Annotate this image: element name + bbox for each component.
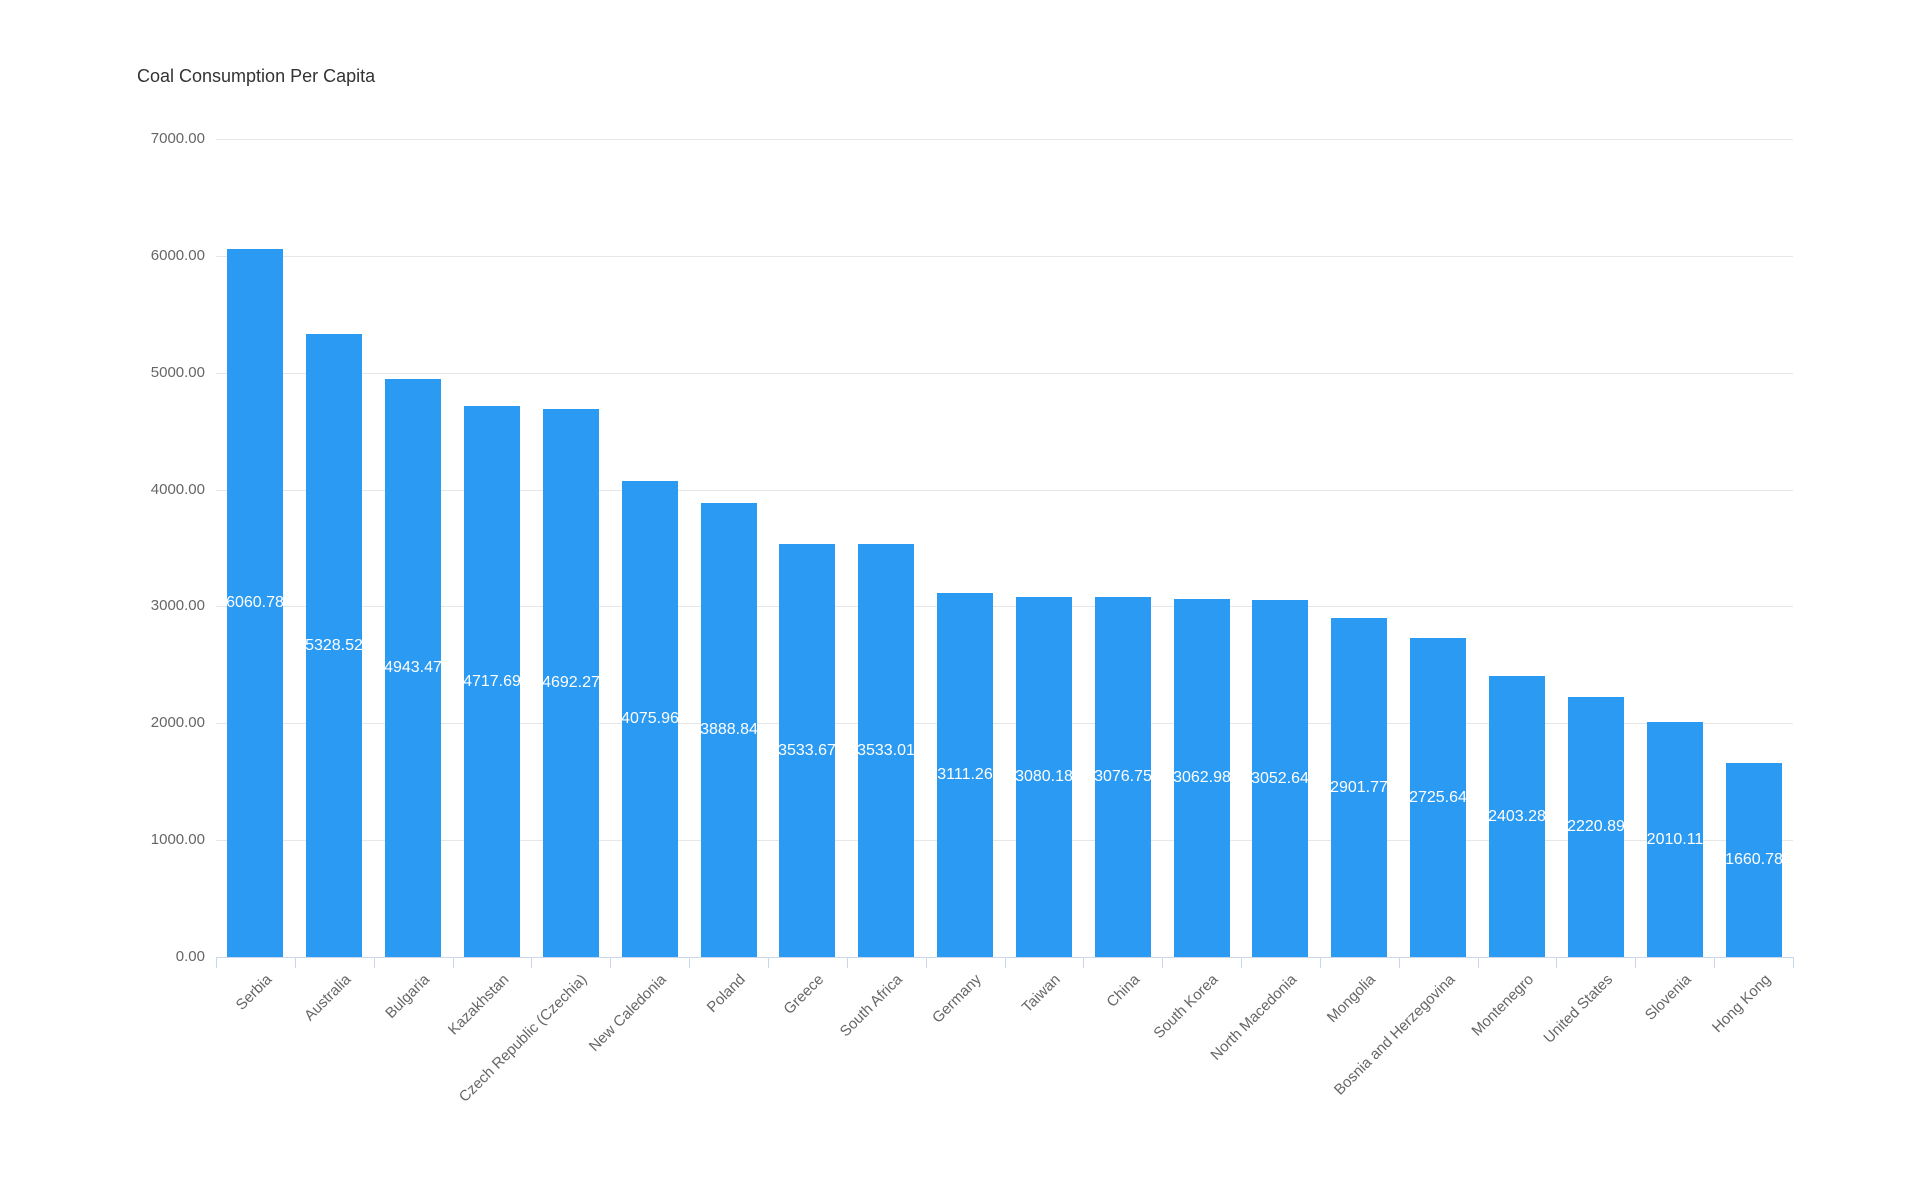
bar[interactable]: 1660.78	[1725, 763, 1783, 957]
x-axis-label: Montenegro	[1468, 971, 1538, 1040]
x-axis-label: Poland	[703, 971, 749, 1017]
bar-value-label: 4075.96	[621, 710, 679, 727]
y-axis-tick-label: 1000.00	[150, 831, 205, 848]
x-axis-label: Slovenia	[1642, 971, 1695, 1024]
bar[interactable]: 5328.52	[305, 334, 363, 957]
x-axis-label: Serbia	[232, 971, 276, 1014]
bar-value-label: 5328.52	[305, 636, 363, 654]
bar-value-label: 3052.64	[1251, 769, 1309, 787]
y-axis-tick-label: 6000.00	[150, 247, 205, 264]
x-axis-label: Taiwan	[1018, 971, 1064, 1017]
gridline	[216, 840, 1793, 841]
gridline	[216, 723, 1793, 724]
x-axis-tick	[1793, 957, 1794, 968]
bar-value-label: 1660.78	[1725, 851, 1783, 868]
x-axis-tick	[1399, 957, 1400, 968]
bar-value-label: 3888.84	[700, 721, 758, 738]
y-axis-tick-label: 2000.00	[150, 714, 205, 731]
bar-value-label: 4717.69	[463, 672, 521, 690]
bar-value-label: 4692.27	[542, 674, 600, 691]
x-axis-tick	[610, 957, 611, 968]
x-axis-tick	[768, 957, 769, 968]
bar-value-label: 3533.01	[857, 741, 915, 759]
bar-value-label: 3076.75	[1094, 768, 1152, 785]
x-axis-label: South Africa	[837, 971, 907, 1041]
x-axis-tick	[689, 957, 690, 968]
x-axis-tick	[531, 957, 532, 968]
bar-value-label: 3080.18	[1015, 768, 1073, 785]
x-axis-tick	[453, 957, 454, 968]
x-axis-tick	[374, 957, 375, 968]
x-axis-tick	[1005, 957, 1006, 968]
x-axis-tick	[295, 957, 296, 968]
x-axis-label: Bulgaria	[382, 971, 434, 1022]
x-axis-tick	[1083, 957, 1084, 968]
gridline	[216, 373, 1793, 374]
bar-value-label: 3062.98	[1173, 769, 1231, 786]
bar[interactable]: 3052.64	[1251, 600, 1309, 957]
bar-value-label: 4943.47	[384, 659, 442, 676]
x-axis-line	[216, 957, 1793, 958]
y-axis-tick-label: 7000.00	[150, 130, 205, 147]
y-axis-tick-label: 3000.00	[150, 597, 205, 614]
bar[interactable]: 3080.18	[1015, 597, 1073, 957]
bar-value-label: 2901.77	[1330, 778, 1388, 796]
bar[interactable]: 2403.28	[1488, 676, 1546, 957]
x-axis-label: United States	[1540, 971, 1616, 1047]
bar[interactable]: 4692.27	[542, 409, 600, 957]
bar[interactable]: 2010.11	[1647, 722, 1703, 957]
x-axis-tick	[1556, 957, 1557, 968]
x-axis-tick	[1320, 957, 1321, 968]
bar[interactable]: 3062.98	[1173, 599, 1231, 957]
bar[interactable]: 4943.47	[384, 379, 442, 957]
x-axis-label: South Korea	[1150, 971, 1222, 1042]
chart-title: Coal Consumption Per Capita	[137, 66, 376, 86]
bar-value-label: 2220.89	[1567, 818, 1625, 835]
x-axis-label: Greece	[780, 971, 828, 1018]
x-axis-tick	[1635, 957, 1636, 968]
x-axis-tick	[1714, 957, 1715, 968]
bar[interactable]: 6060.78	[226, 249, 284, 957]
x-axis-label: North Macedonia	[1207, 971, 1301, 1064]
x-axis-label: Czech Republic (Czechia)	[456, 971, 591, 1106]
bar[interactable]: 3111.26	[937, 593, 993, 957]
x-axis-label: Hong Kong	[1708, 971, 1774, 1037]
x-axis-tick	[216, 957, 217, 968]
bar-value-label: 2725.64	[1409, 788, 1467, 806]
bar[interactable]: 2725.64	[1409, 638, 1467, 957]
x-axis-label: Mongolia	[1324, 971, 1380, 1027]
x-axis-tick	[1478, 957, 1479, 968]
bar-value-label: 6060.78	[226, 594, 284, 611]
bar[interactable]: 3888.84	[700, 503, 758, 957]
bar[interactable]: 4075.96	[621, 481, 679, 957]
bar[interactable]: 2220.89	[1567, 697, 1625, 957]
bar[interactable]: 3533.67	[778, 544, 836, 957]
gridline	[216, 256, 1793, 257]
gridline	[216, 490, 1793, 491]
bar[interactable]: 4717.69	[463, 406, 521, 957]
y-axis-tick-label: 4000.00	[150, 481, 205, 498]
x-axis-tick	[1241, 957, 1242, 968]
bar-value-label: 2403.28	[1488, 807, 1546, 825]
x-axis-label: New Caledonia	[585, 971, 670, 1055]
x-axis-tick	[847, 957, 848, 968]
x-axis-tick	[1162, 957, 1163, 968]
bar[interactable]: 2901.77	[1330, 618, 1388, 957]
bar-value-label: 2010.11	[1646, 830, 1704, 848]
x-axis-label: Australia	[301, 971, 355, 1025]
y-axis-tick-label: 0.00	[175, 948, 205, 965]
gridline	[216, 606, 1793, 607]
gridline	[216, 139, 1793, 140]
bar-value-label: 3533.67	[778, 741, 836, 759]
x-axis-label: Germany	[929, 971, 986, 1027]
bar-value-label: 3111.26	[937, 766, 993, 783]
x-axis-tick	[926, 957, 927, 968]
bar[interactable]: 3076.75	[1094, 597, 1152, 957]
x-axis-label: Kazakhstan	[444, 971, 513, 1039]
y-axis-tick-label: 5000.00	[150, 364, 205, 381]
x-axis-label: China	[1103, 971, 1143, 1011]
bar[interactable]: 3533.01	[857, 544, 915, 957]
